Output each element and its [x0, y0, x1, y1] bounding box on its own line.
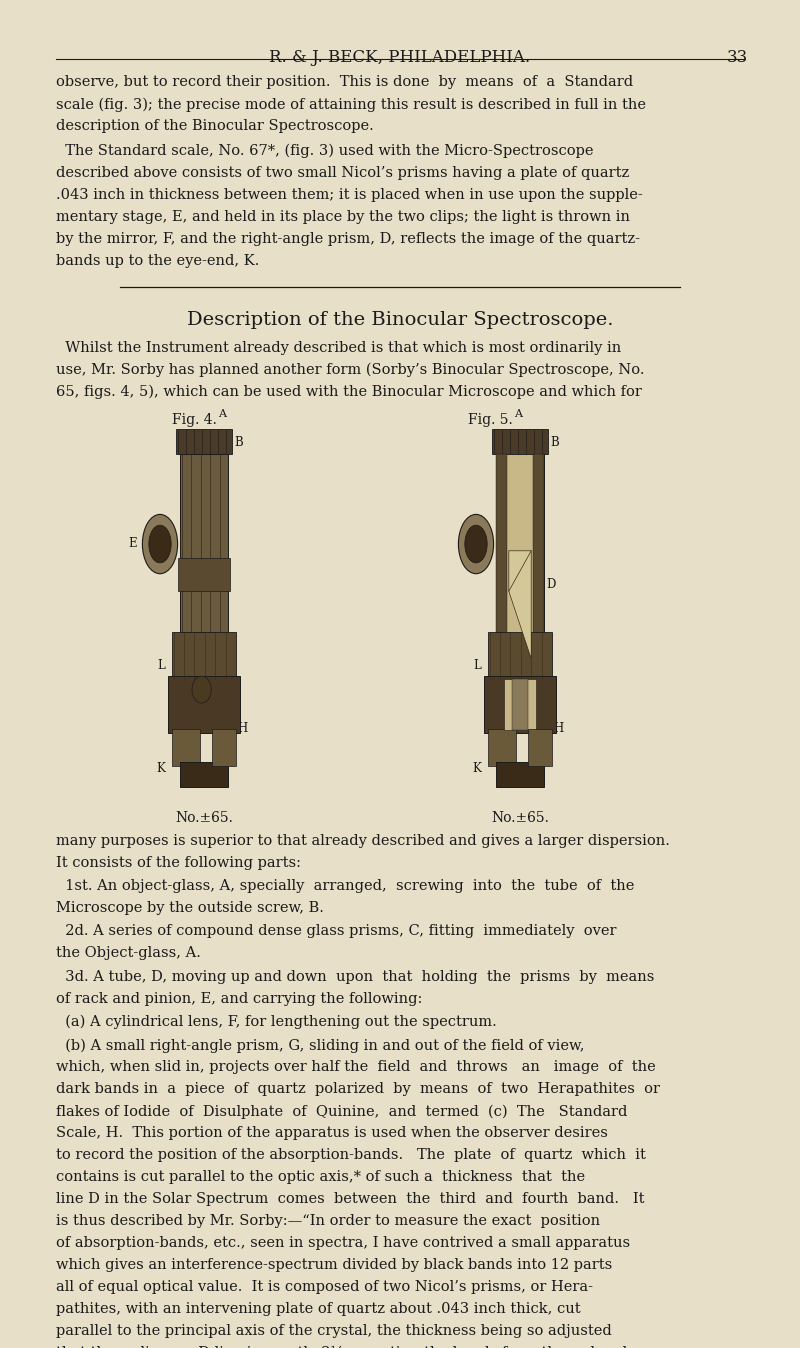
- Text: .043 inch in thickness between them; it is placed when in use upon the supple-: .043 inch in thickness between them; it …: [56, 187, 642, 202]
- Text: It consists of the following parts:: It consists of the following parts:: [56, 856, 301, 869]
- Text: Whilst the Instrument already described is that which is most ordinarily in: Whilst the Instrument already described …: [56, 341, 622, 355]
- Text: 2d. A series of compound dense glass prisms, C, fitting  immediately  over: 2d. A series of compound dense glass pri…: [56, 925, 617, 938]
- Text: by the mirror, F, and the right-angle prism, D, reflects the image of the quartz: by the mirror, F, and the right-angle pr…: [56, 232, 640, 245]
- Text: all of equal optical value.  It is composed of two Nicol’s prisms, or Hera-: all of equal optical value. It is compos…: [56, 1281, 593, 1294]
- Text: (a) A cylindrical lens, F, for lengthening out the spectrum.: (a) A cylindrical lens, F, for lengtheni…: [56, 1015, 497, 1030]
- Text: 33: 33: [726, 49, 748, 66]
- Text: many purposes is superior to that already described and gives a larger dispersio: many purposes is superior to that alread…: [56, 834, 670, 848]
- Text: of absorption-bands, etc., seen in spectra, I have contrived a small apparatus: of absorption-bands, etc., seen in spect…: [56, 1236, 630, 1250]
- Text: B: B: [550, 437, 559, 449]
- Text: that the sodium or D line is exactly 3½, counting the bands from the red end: that the sodium or D line is exactly 3½,…: [56, 1345, 627, 1348]
- Text: D: D: [546, 578, 556, 590]
- Text: The Standard scale, No. 67*, (fig. 3) used with the Micro-Spectroscope: The Standard scale, No. 67*, (fig. 3) us…: [56, 144, 594, 159]
- Text: A: A: [514, 410, 522, 419]
- Text: (b) A small right-angle prism, G, sliding in and out of the field of view,: (b) A small right-angle prism, G, slidin…: [56, 1038, 585, 1053]
- Text: Fig. 5.: Fig. 5.: [468, 414, 513, 427]
- Text: which gives an interference-spectrum divided by black bands into 12 parts: which gives an interference-spectrum div…: [56, 1258, 612, 1273]
- Text: No.±65.: No.±65.: [175, 811, 233, 825]
- Text: of rack and pinion, E, and carrying the following:: of rack and pinion, E, and carrying the …: [56, 992, 422, 1006]
- Text: Description of the Binocular Spectroscope.: Description of the Binocular Spectroscop…: [186, 311, 614, 329]
- Text: K: K: [472, 763, 481, 775]
- Text: flakes of Iodide  of  Disulphate  of  Quinine,  and  termed  (c)  The   Standard: flakes of Iodide of Disulphate of Quinin…: [56, 1104, 627, 1119]
- Text: 1st. An object-glass, A, specially  arranged,  screwing  into  the  tube  of  th: 1st. An object-glass, A, specially arran…: [56, 879, 634, 894]
- Text: R. & J. BECK, PHILADELPHIA.: R. & J. BECK, PHILADELPHIA.: [270, 49, 530, 66]
- Text: contains is cut parallel to the optic axis,* of such a  thickness  that  the: contains is cut parallel to the optic ax…: [56, 1170, 585, 1184]
- Text: 65, figs. 4, 5), which can be used with the Binocular Microscope and which for: 65, figs. 4, 5), which can be used with …: [56, 384, 642, 399]
- Text: No.±65.: No.±65.: [491, 811, 549, 825]
- Text: which, when slid in, projects over half the  field  and  throws   an   image  of: which, when slid in, projects over half …: [56, 1061, 656, 1074]
- Text: pathites, with an intervening plate of quartz about .043 inch thick, cut: pathites, with an intervening plate of q…: [56, 1302, 581, 1316]
- Text: L: L: [158, 659, 166, 671]
- Text: dark bands in  a  piece  of  quartz  polarized  by  means  of  two  Herapathites: dark bands in a piece of quartz polarize…: [56, 1082, 660, 1096]
- Text: L: L: [474, 659, 482, 671]
- Text: A: A: [218, 410, 226, 419]
- Text: Microscope by the outside screw, B.: Microscope by the outside screw, B.: [56, 900, 324, 915]
- Text: observe, but to record their position.  This is done  by  means  of  a  Standard: observe, but to record their position. T…: [56, 75, 633, 89]
- Text: E: E: [128, 538, 137, 550]
- Text: mentary stage, E, and held in its place by the two clips; the light is thrown in: mentary stage, E, and held in its place …: [56, 210, 630, 224]
- Text: described above consists of two small Nicol’s prisms having a plate of quartz: described above consists of two small Ni…: [56, 166, 630, 181]
- Text: scale (fig. 3); the precise mode of attaining this result is described in full i: scale (fig. 3); the precise mode of atta…: [56, 97, 646, 112]
- Text: bands up to the eye-end, K.: bands up to the eye-end, K.: [56, 253, 259, 268]
- Text: Scale, H.  This portion of the apparatus is used when the observer desires: Scale, H. This portion of the apparatus …: [56, 1126, 608, 1140]
- Text: parallel to the principal axis of the crystal, the thickness being so adjusted: parallel to the principal axis of the cr…: [56, 1324, 612, 1339]
- Text: B: B: [234, 437, 243, 449]
- Text: K: K: [156, 763, 165, 775]
- Text: description of the Binocular Spectroscope.: description of the Binocular Spectroscop…: [56, 120, 374, 133]
- Text: is thus described by Mr. Sorby:—“In order to measure the exact  position: is thus described by Mr. Sorby:—“In orde…: [56, 1215, 600, 1228]
- Text: e: e: [516, 693, 522, 701]
- Text: 3d. A tube, D, moving up and down  upon  that  holding  the  prisms  by  means: 3d. A tube, D, moving up and down upon t…: [56, 969, 654, 984]
- Text: E: E: [468, 538, 477, 550]
- Text: c: c: [512, 599, 518, 607]
- Text: the Object-glass, A.: the Object-glass, A.: [56, 946, 201, 960]
- Text: use, Mr. Sorby has planned another form (Sorby’s Binocular Spectroscope, No.: use, Mr. Sorby has planned another form …: [56, 363, 645, 377]
- Text: to record the position of the absorption-bands.   The  plate  of  quartz  which : to record the position of the absorption…: [56, 1148, 646, 1162]
- Text: Fig. 4.: Fig. 4.: [172, 414, 217, 427]
- Text: H: H: [238, 723, 248, 735]
- Text: D: D: [208, 578, 217, 588]
- Text: line D in the Solar Spectrum  comes  between  the  third  and  fourth  band.   I: line D in the Solar Spectrum comes betwe…: [56, 1192, 645, 1206]
- Text: H: H: [554, 723, 564, 735]
